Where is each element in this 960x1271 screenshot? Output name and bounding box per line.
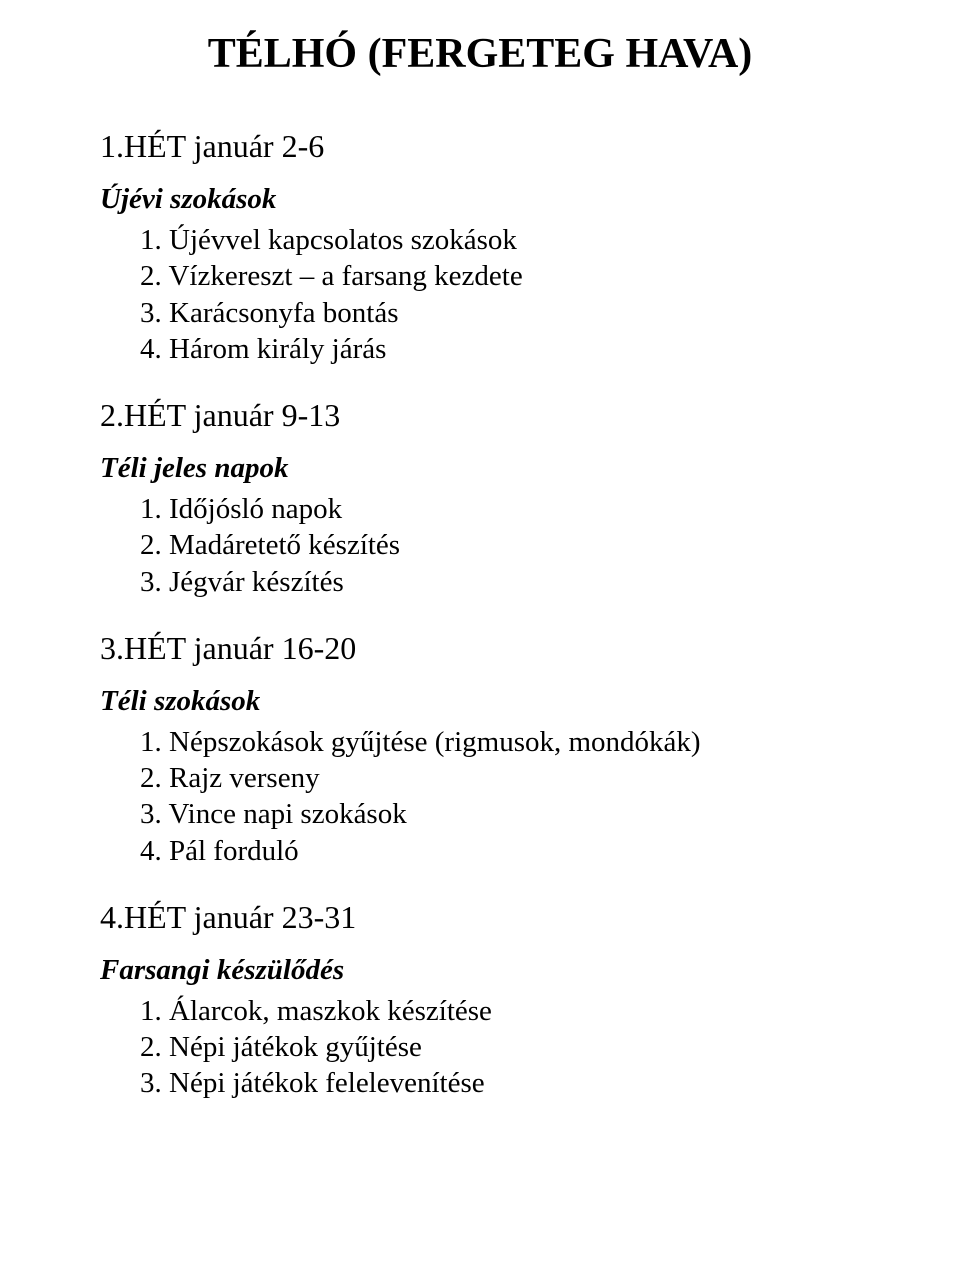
week-heading: 4.HÉT január 23-31 [100, 899, 860, 936]
list-item: 3. Jégvár készítés [140, 564, 860, 600]
week-items: 1. Álarcok, maszkok készítése 2. Népi já… [140, 993, 860, 1102]
week-items: 1. Újévvel kapcsolatos szokások 2. Vízke… [140, 222, 860, 367]
page: TÉLHÓ (FERGETEG HAVA) 1.HÉT január 2-6 Ú… [0, 0, 960, 1271]
week-items: 1. Népszokások gyűjtése (rigmusok, mondó… [140, 724, 860, 869]
list-item: 4. Pál forduló [140, 833, 860, 869]
week-items: 1. Időjósló napok 2. Madáretető készítés… [140, 491, 860, 600]
list-item: 1. Álarcok, maszkok készítése [140, 993, 860, 1029]
list-item: 1. Népszokások gyűjtése (rigmusok, mondó… [140, 724, 860, 760]
list-item: 3. Népi játékok felelevenítése [140, 1065, 860, 1101]
week-heading: 2.HÉT január 9-13 [100, 397, 860, 434]
list-item: 2. Madáretető készítés [140, 527, 860, 563]
week-subtitle: Téli jeles napok [100, 452, 860, 485]
list-item: 2. Népi játékok gyűjtése [140, 1029, 860, 1065]
list-item: 3. Vince napi szokások [140, 796, 860, 832]
list-item: 1. Időjósló napok [140, 491, 860, 527]
week-subtitle: Téli szokások [100, 685, 860, 718]
week-subtitle: Farsangi készülődés [100, 954, 860, 987]
week-subtitle: Újévi szokások [100, 183, 860, 216]
week-heading: 3.HÉT január 16-20 [100, 630, 860, 667]
list-item: 2. Vízkereszt – a farsang kezdete [140, 258, 860, 294]
list-item: 4. Három király járás [140, 331, 860, 367]
list-item: 2. Rajz verseny [140, 760, 860, 796]
page-title: TÉLHÓ (FERGETEG HAVA) [100, 30, 860, 78]
list-item: 3. Karácsonyfa bontás [140, 295, 860, 331]
week-heading: 1.HÉT január 2-6 [100, 128, 860, 165]
list-item: 1. Újévvel kapcsolatos szokások [140, 222, 860, 258]
